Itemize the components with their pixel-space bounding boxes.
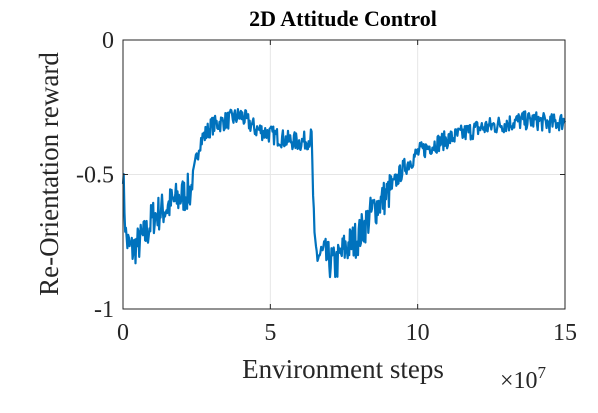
x-tick-label: 5 (264, 320, 276, 346)
series-line (121, 107, 567, 279)
series-line-group (121, 107, 567, 279)
grid-lines (122, 39, 566, 310)
x-tick-label: 10 (406, 320, 430, 346)
x-axis-label: Environment steps (242, 354, 444, 384)
y-tick-label: 0 (102, 28, 114, 54)
y-tick-label: -0.5 (76, 163, 114, 189)
axis-ticks: 0 5 10 15 0 -0.5 -1 (76, 28, 577, 346)
chart-title: 2D Attitude Control (249, 6, 437, 31)
x-multiplier-exponent: 7 (538, 363, 547, 382)
x-tick-label: 15 (553, 320, 577, 346)
y-axis-label: Re-Orientation reward (34, 52, 64, 296)
x-multiplier-base: ×10 (500, 368, 538, 394)
x-axis-multiplier: ×107 (500, 363, 547, 394)
x-tick-label: 0 (117, 320, 129, 346)
y-tick-label: -1 (94, 297, 114, 323)
